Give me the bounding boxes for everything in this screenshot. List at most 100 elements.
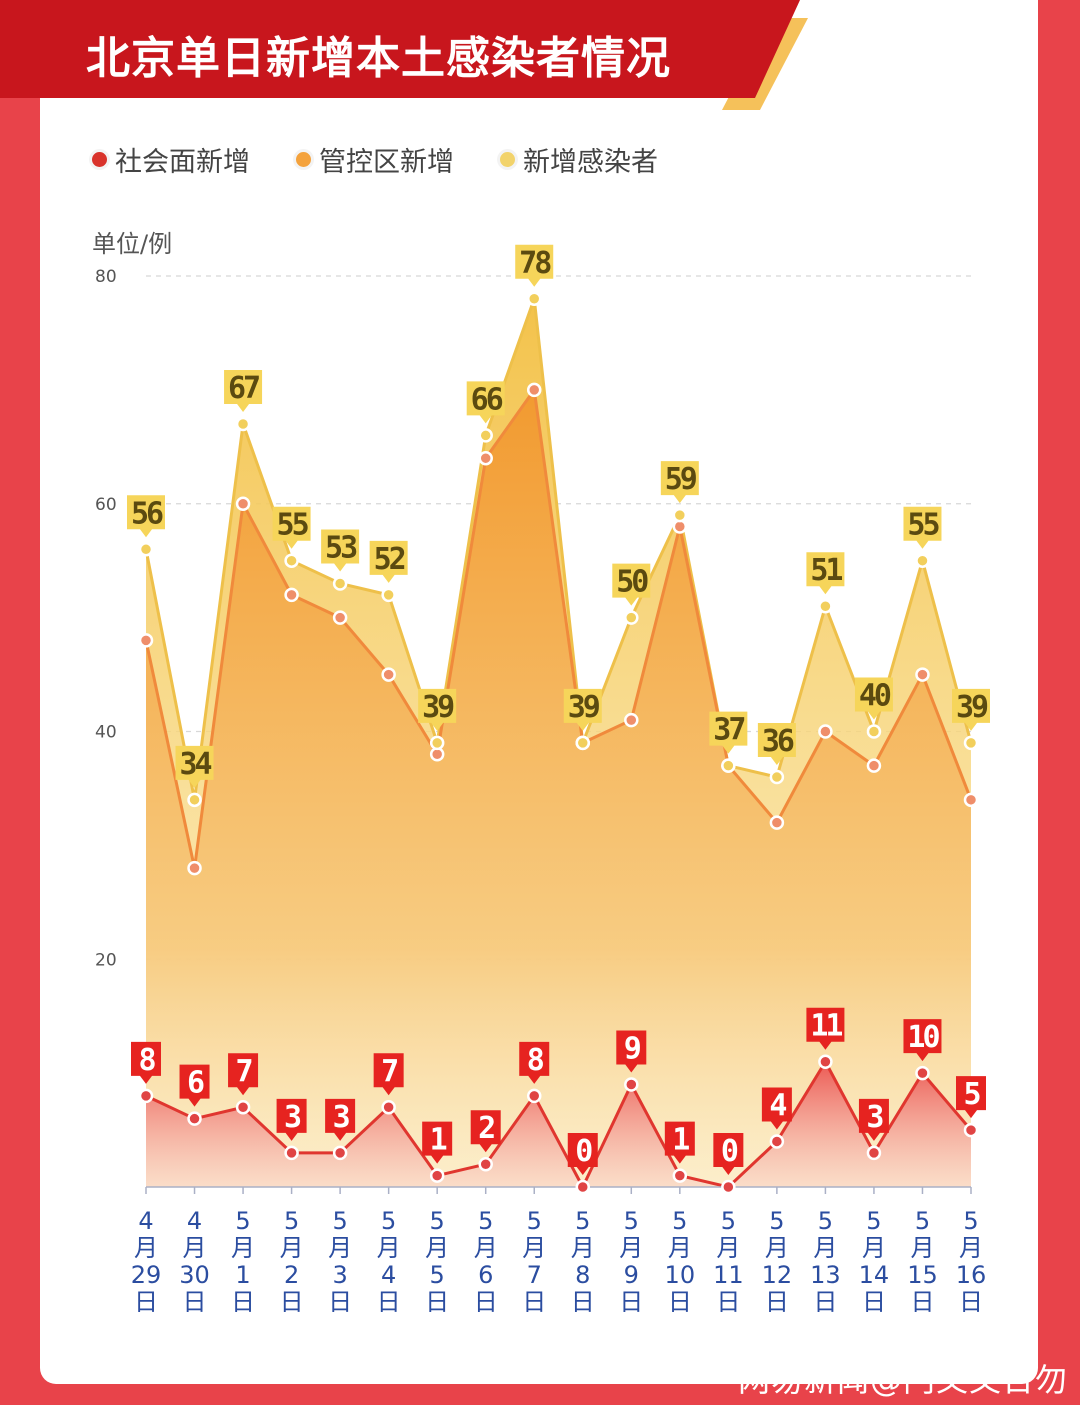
x-tick-label-part: 日 [813, 1288, 837, 1316]
social-data-label: 1 [664, 1121, 695, 1164]
point-social [769, 1134, 785, 1149]
data-label-bg [757, 723, 796, 766]
social-data-label: 0 [567, 1133, 598, 1175]
data-label: 34 [179, 747, 211, 782]
point-total [769, 769, 785, 785]
data-label: 40 [859, 679, 891, 714]
point-controlled [187, 860, 202, 876]
x-tick-label-part: 5 [769, 1207, 784, 1235]
x-tick-label-part: 3 [332, 1261, 347, 1289]
x-tick-label-part: 16 [956, 1261, 987, 1289]
data-label: 5 [963, 1077, 980, 1112]
x-tick-label-part: 月 [328, 1234, 352, 1262]
point-total [818, 598, 833, 614]
data-label-bg [956, 1076, 986, 1119]
chart-title: 北京单日新增本土感染者情况 [86, 33, 671, 84]
y-axis-unit: 单位/例 [92, 230, 173, 258]
data-label: 50 [616, 565, 648, 600]
point-total [963, 735, 979, 751]
point-controlled [235, 496, 251, 511]
social-data-label: 2 [470, 1110, 501, 1153]
point-total [526, 291, 542, 307]
x-tick-label-part: 7 [527, 1261, 542, 1289]
x-tick-label-part: 月 [910, 1234, 934, 1262]
x-tick-label-part: 4 [187, 1207, 202, 1235]
data-label: 52 [374, 542, 405, 577]
legend-dot-icon [296, 152, 311, 167]
x-tick-label-part: 30 [179, 1261, 210, 1289]
point-social [866, 1145, 882, 1161]
legend-dot-icon [92, 152, 107, 167]
social-data-label: 8 [131, 1041, 161, 1084]
x-tick-label-part: 5 [624, 1207, 639, 1235]
point-total [721, 758, 736, 773]
x-tick-label-part: 日 [134, 1288, 158, 1316]
social-data-label: 3 [276, 1098, 307, 1141]
x-tick-label-part: 月 [425, 1234, 449, 1262]
data-label: 66 [471, 382, 503, 417]
point-total [187, 792, 202, 808]
data-label-bg [515, 244, 554, 287]
point-social [818, 1054, 833, 1069]
line-controlled [144, 385, 973, 869]
point-social [526, 1088, 542, 1104]
data-label: 1 [430, 1123, 447, 1158]
point-controlled [138, 633, 154, 648]
data-label: 36 [762, 724, 794, 759]
data-label-bg [761, 1087, 792, 1130]
total-data-label: 78 [515, 244, 554, 287]
legend-label: 新增感染者 [523, 147, 658, 178]
total-data-label: 55 [272, 506, 312, 549]
point-total [624, 610, 639, 625]
data-label: 56 [131, 496, 163, 531]
point-total [138, 542, 154, 557]
data-label-bg [806, 552, 845, 595]
data-label: 55 [277, 508, 309, 543]
data-label-bg [858, 1098, 889, 1141]
area-controlled [146, 389, 971, 1187]
x-tick-label-part: 5 [915, 1207, 930, 1235]
x-tick-label-part: 5 [527, 1207, 542, 1235]
x-tick-label-part: 月 [280, 1234, 304, 1262]
x-tick-label-part: 5 [866, 1207, 881, 1235]
y-tick-label: 80 [95, 267, 117, 287]
data-label: 0 [575, 1134, 592, 1169]
x-tick-label-part: 日 [619, 1288, 643, 1316]
point-controlled [284, 587, 299, 603]
data-label: 1 [672, 1123, 689, 1158]
data-label: 2 [478, 1111, 494, 1146]
x-tick-label-part: 5 [235, 1207, 250, 1235]
x-tick-label-part: 2 [284, 1261, 299, 1289]
x-tick-label-part: 月 [862, 1234, 886, 1262]
x-tick-label-part: 5 [963, 1207, 978, 1235]
x-tick-label-part: 月 [522, 1234, 546, 1262]
point-controlled [866, 758, 882, 773]
total-data-label: 51 [806, 552, 845, 595]
data-label: 3 [284, 1100, 301, 1135]
area-social [146, 1061, 971, 1187]
data-label-bg [612, 563, 651, 606]
x-tick-label-part: 日 [668, 1288, 692, 1316]
data-label-bg [228, 1053, 259, 1096]
legend-label: 社会面新增 [115, 147, 250, 178]
x-tick-label-part: 8 [575, 1261, 590, 1289]
social-data-label: 10 [903, 1019, 942, 1062]
x-tick-label-part: 5 [478, 1207, 493, 1235]
data-label: 51 [810, 553, 842, 588]
point-controlled [381, 667, 396, 682]
x-tick-label-part: 29 [131, 1261, 162, 1289]
point-social [187, 1111, 202, 1126]
point-social [575, 1179, 591, 1195]
x-tick-label-part: 月 [765, 1234, 789, 1262]
point-social [721, 1179, 736, 1195]
point-social [235, 1100, 251, 1115]
